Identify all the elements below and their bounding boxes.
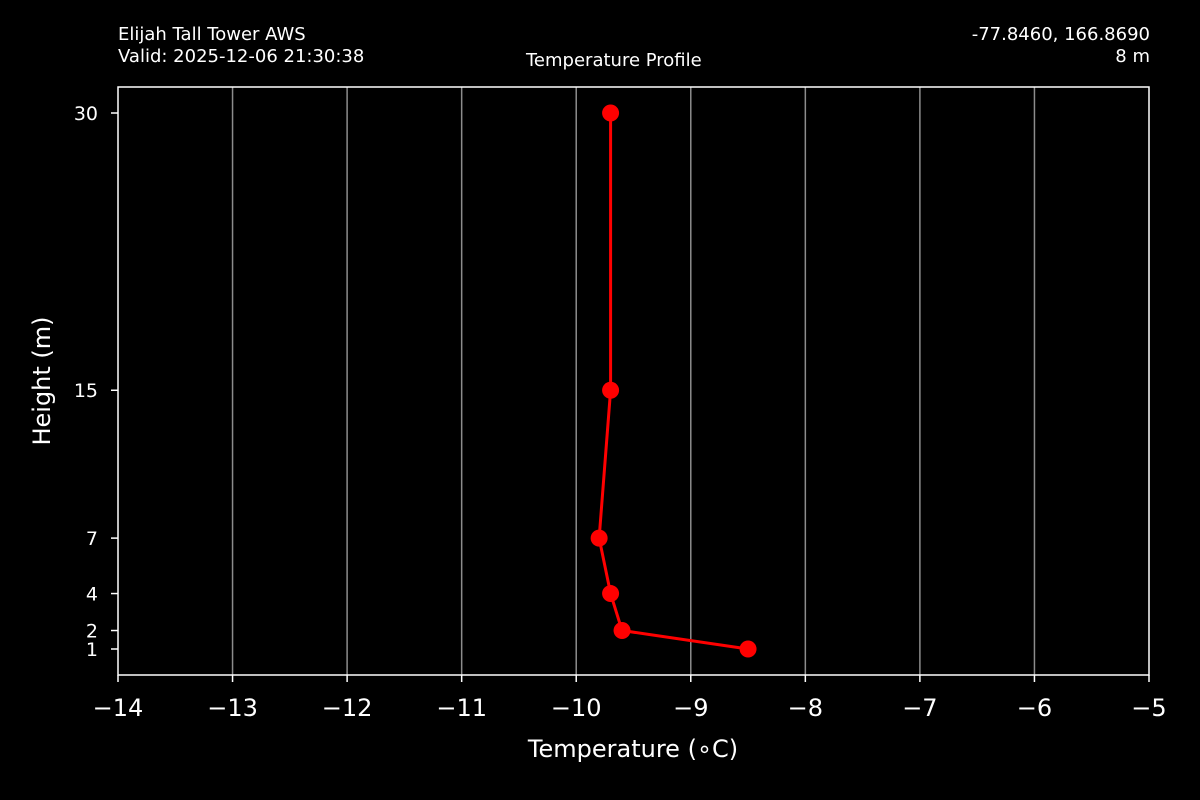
y-axis-label: Height (m) (28, 316, 56, 445)
y-tick-label: 30 (74, 103, 98, 125)
profile-point (602, 104, 620, 122)
x-tick-label: −9 (673, 694, 708, 722)
coordinates: -77.8460, 166.8690 (971, 24, 1150, 45)
x-tick-label: −8 (788, 694, 823, 722)
location-header: -77.8460, 166.8690 8 m (972, 24, 1150, 68)
profile-point (613, 622, 631, 640)
profile-point (602, 381, 620, 399)
series-layer (590, 104, 757, 658)
elevation: 8 m (1115, 46, 1150, 67)
valid-time: Valid: 2025-12-06 21:30:38 (118, 46, 365, 67)
y-tick-label: 4 (86, 584, 98, 606)
y-tick-label: 2 (86, 621, 98, 643)
profile-point (739, 640, 757, 658)
x-axis: −14 −13 −12 −11 −10 −9 −8 −7 −6 −5 (93, 675, 1167, 722)
x-axis-label: Temperature (∘C) (527, 735, 738, 763)
chart-title: Temperature Profile (526, 50, 702, 71)
x-tick-label: −6 (1017, 694, 1052, 722)
y-tick-label: 7 (86, 528, 98, 550)
x-tick-label: −5 (1131, 694, 1166, 722)
x-tick-label: −7 (902, 694, 937, 722)
y-tick-label: 15 (74, 380, 98, 402)
profile-point (590, 529, 608, 547)
station-name: Elijah Tall Tower AWS (118, 24, 306, 45)
station-header: Elijah Tall Tower AWS Valid: 2025-12-06 … (118, 24, 364, 68)
x-tick-label: −11 (436, 694, 487, 722)
grid-lines (231, 87, 1036, 675)
profile-point (602, 585, 620, 603)
plot-frame (117, 86, 1150, 676)
x-tick-label: −13 (207, 694, 258, 722)
profile-line (597, 113, 749, 651)
x-tick-label: −12 (322, 694, 373, 722)
x-tick-label: −14 (93, 694, 144, 722)
y-tick-label: 1 (86, 639, 98, 661)
y-axis: 12 4 7 15 30 (74, 103, 118, 661)
x-tick-label: −10 (551, 694, 602, 722)
